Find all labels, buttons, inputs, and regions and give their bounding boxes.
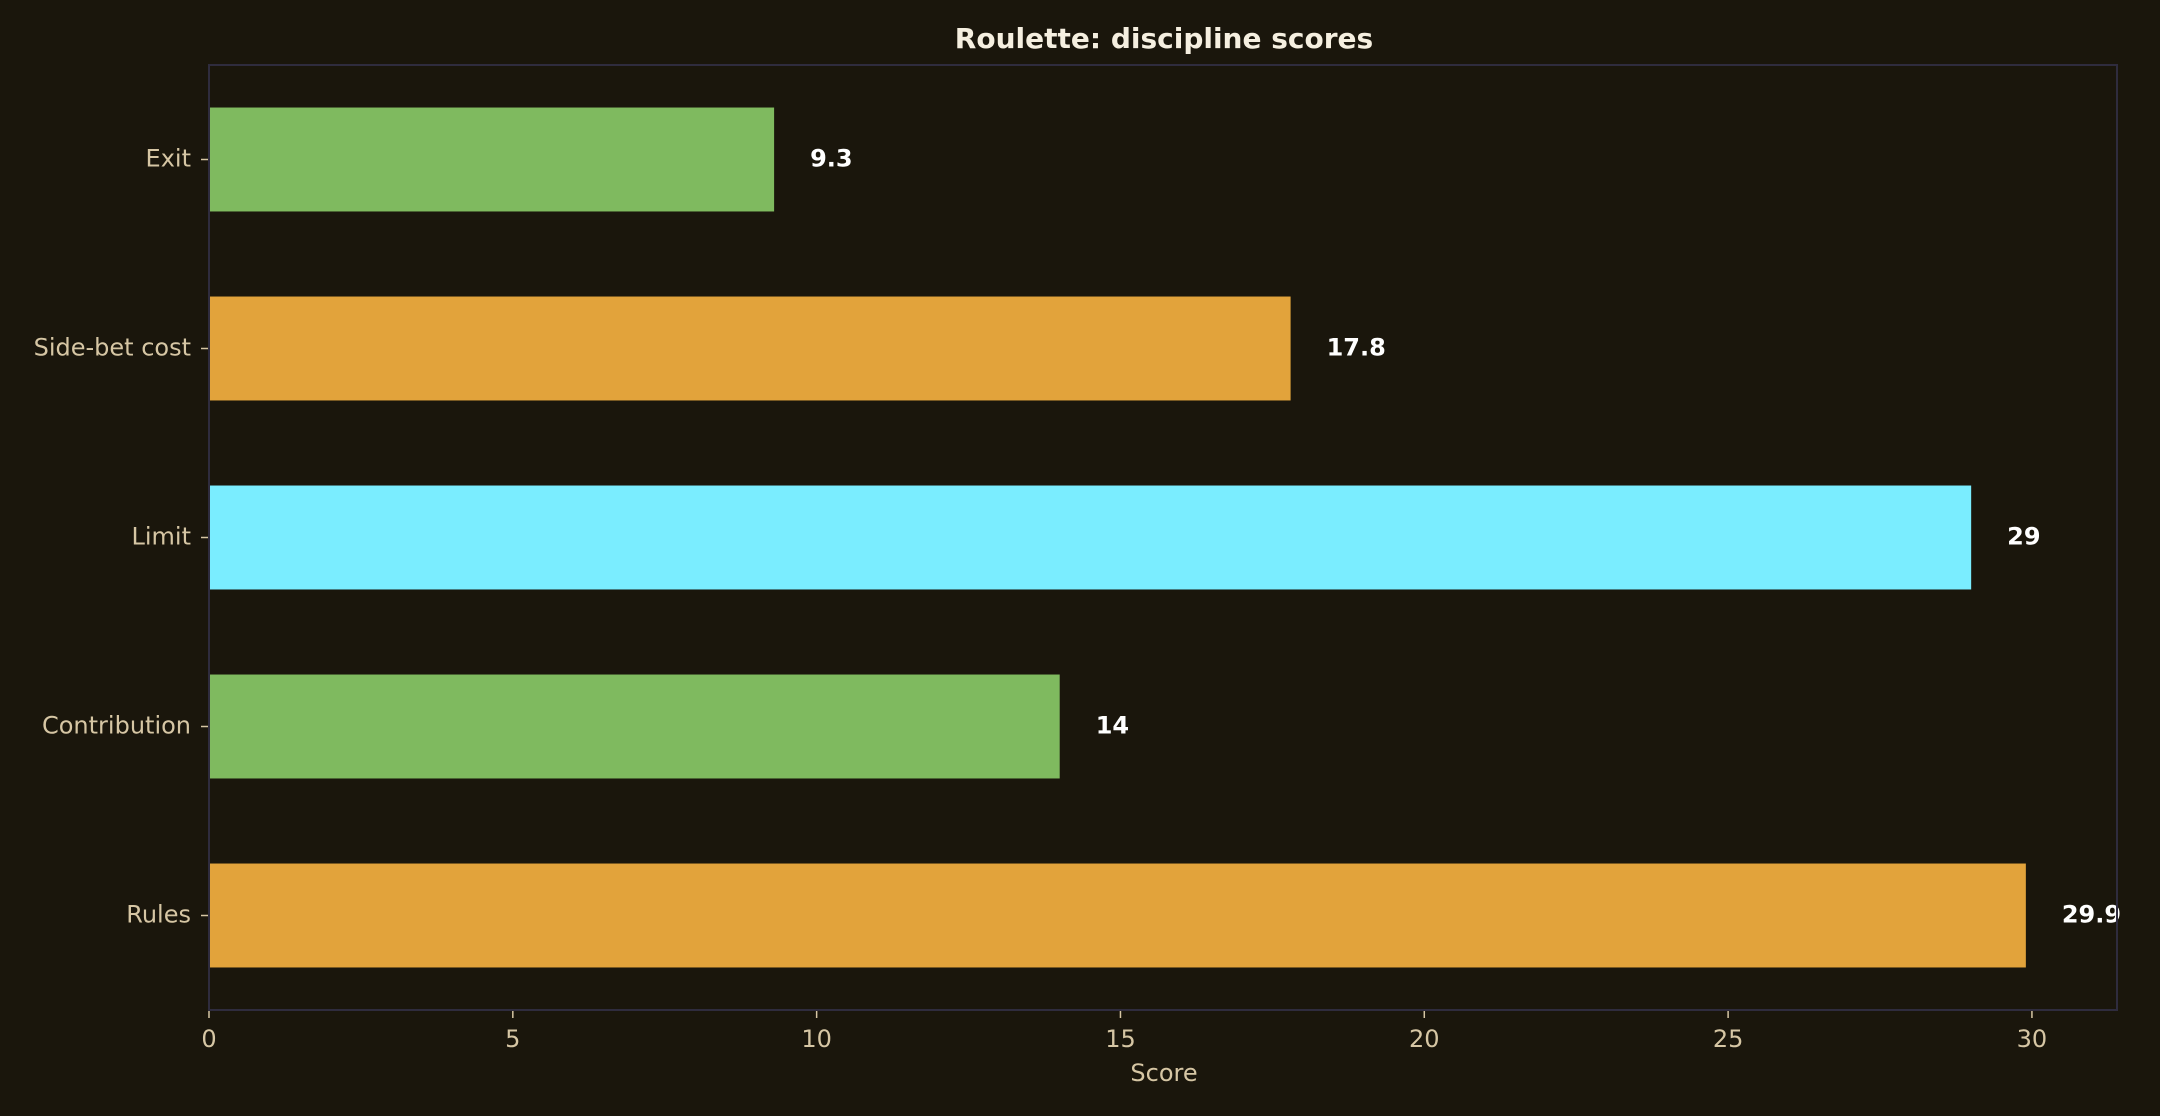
y-tick-label: Limit: [132, 523, 192, 551]
value-label: 29.9: [2062, 901, 2121, 929]
bar: [209, 296, 1291, 401]
bar: [209, 863, 2026, 968]
value-label: 9.3: [810, 145, 853, 173]
plot-frame: [208, 64, 2118, 1011]
x-tick-label: 25: [1713, 1025, 1744, 1053]
value-label: 14: [1096, 712, 1129, 740]
chart-title: Roulette: discipline scores: [955, 22, 1373, 55]
bar: [209, 485, 1972, 590]
value-label: 17.8: [1327, 334, 1386, 362]
x-tick-label: 5: [505, 1025, 520, 1053]
bar: [209, 107, 775, 212]
y-tick-label: Exit: [146, 145, 191, 173]
y-tick-label: Rules: [126, 901, 191, 929]
y-tick-label: Contribution: [42, 712, 191, 740]
x-tick-label: 15: [1105, 1025, 1136, 1053]
x-tick-label: 30: [2017, 1025, 2048, 1053]
x-tick-label: 20: [1409, 1025, 1440, 1053]
bar: [209, 674, 1060, 779]
x-axis-label: Score: [1130, 1059, 1197, 1087]
x-tick-label: 10: [801, 1025, 832, 1053]
x-tick-label: 0: [201, 1025, 216, 1053]
y-tick-label: Side-bet cost: [34, 334, 191, 362]
value-label: 29: [2007, 523, 2040, 551]
